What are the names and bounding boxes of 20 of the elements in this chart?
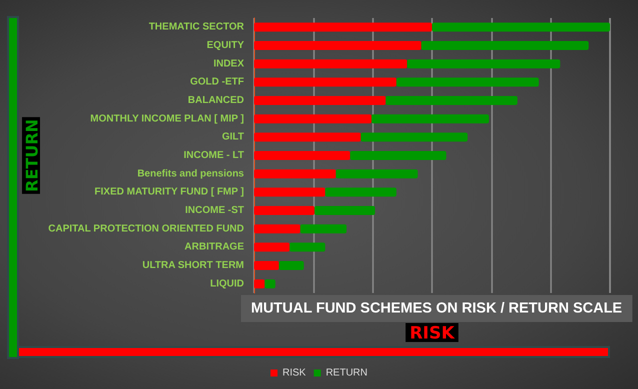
y-tick-label: INCOME -ST bbox=[185, 205, 244, 216]
x-axis-title: RISK bbox=[410, 324, 456, 344]
y-tick-label: FIXED MATURITY FUND [ FMP ] bbox=[94, 186, 244, 198]
y-tick-label: MONTHLY INCOME PLAN [ MIP ] bbox=[90, 113, 244, 124]
y-tick-label: GOLD -ETF bbox=[190, 76, 244, 88]
y-tick-label: INDEX bbox=[213, 58, 244, 70]
legend-label: RISK bbox=[282, 368, 306, 378]
y-tick-label: CAPITAL PROTECTION ORIENTED FUND bbox=[48, 223, 244, 234]
legend-label: RETURN bbox=[326, 368, 368, 378]
y-tick-label: ARBITRAGE bbox=[184, 242, 244, 253]
y-tick-label: GILT bbox=[222, 132, 244, 143]
text: MUTUAL FUND SCHEMES ON RISK / RETURN SCALE bbox=[251, 300, 622, 316]
y-tick-label: EQUITY bbox=[206, 40, 244, 51]
y-axis-title: RETURN bbox=[22, 119, 42, 192]
y-tick-label: Benefits and pensions bbox=[137, 168, 244, 180]
y-tick-label: LIQUID bbox=[210, 278, 244, 290]
y-tick-label: THEMATIC SECTOR bbox=[148, 22, 245, 33]
y-tick-label: ULTRA SHORT TERM bbox=[142, 260, 244, 271]
y-tick-label: BALANCED bbox=[188, 95, 244, 106]
y-tick-label: INCOME - LT bbox=[184, 150, 244, 161]
